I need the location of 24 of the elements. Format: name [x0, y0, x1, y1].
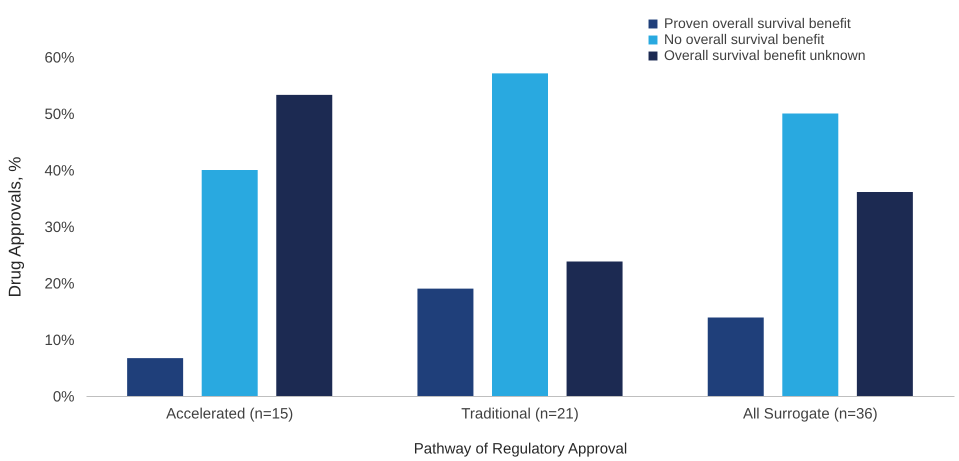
y-tick-label: 30%	[44, 219, 74, 236]
legend-label: Overall survival benefit unknown	[664, 47, 866, 63]
bar	[202, 170, 258, 396]
bar	[708, 317, 764, 396]
y-axis-title: Drug Approvals, %	[5, 156, 24, 298]
bar	[417, 288, 474, 396]
y-tick-label: 60%	[44, 50, 74, 66]
y-tick-label: 50%	[44, 106, 74, 123]
y-tick-label: 10%	[44, 332, 74, 349]
x-tick-label: Accelerated (n=15)	[166, 406, 294, 422]
y-tick-label: 0%	[52, 388, 74, 406]
bar	[127, 358, 184, 396]
bar	[566, 262, 623, 396]
x-tick-label: All Surrogate (n=36)	[742, 406, 878, 422]
bar	[782, 114, 838, 396]
y-tick-label: 40%	[44, 162, 74, 180]
x-axis-title: Pathway of Regulatory Approval	[414, 440, 628, 458]
bar	[856, 192, 913, 396]
bar	[492, 73, 548, 396]
legend-label: Proven overall survival benefit	[664, 15, 851, 31]
bar	[276, 94, 332, 396]
legend-label: No overall survival benefit	[664, 31, 824, 47]
x-tick-label: Traditional (n=21)	[461, 406, 579, 422]
y-tick-label: 20%	[44, 276, 74, 292]
